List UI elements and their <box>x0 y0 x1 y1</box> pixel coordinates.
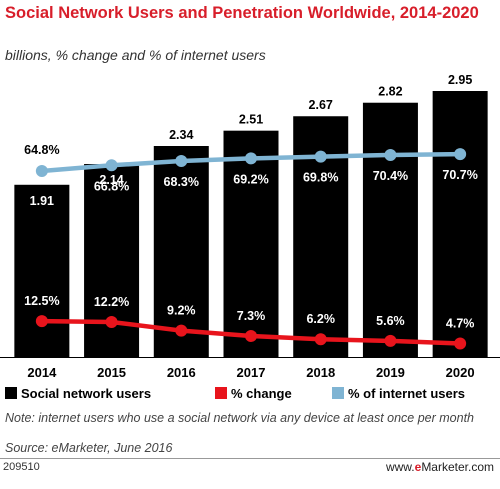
bar-label-2018: 2.67 <box>309 98 333 112</box>
legend-item-change: % change <box>215 386 292 401</box>
chart-id: 209510 <box>3 461 40 473</box>
penetration-label-2017: 69.2% <box>233 172 268 186</box>
x-tick-2016: 2016 <box>167 365 196 380</box>
legend-label-users: Social network users <box>21 386 152 401</box>
change-point-2019 <box>384 334 397 347</box>
bar-label-2015: 2.14 <box>99 173 123 187</box>
penetration-label-2018: 69.8% <box>303 171 338 185</box>
brand-suffix: Marketer.com <box>421 460 494 474</box>
brand-logo: www.eMarketer.com <box>386 460 494 474</box>
change-point-2015 <box>105 315 118 328</box>
bar-label-2014: 1.91 <box>30 194 54 208</box>
penetration-label-2020: 70.7% <box>442 168 477 182</box>
bar-label-2019: 2.82 <box>378 85 402 99</box>
bar-label-2020: 2.95 <box>448 73 472 87</box>
change-label-2020: 4.7% <box>446 317 475 331</box>
penetration-point-2020 <box>454 148 467 161</box>
legend-label-penetration: % of internet users <box>348 386 466 401</box>
change-point-2018 <box>314 333 327 346</box>
chart-subtitle: billions, % change and % of internet use… <box>5 47 266 63</box>
penetration-point-2018 <box>314 150 327 163</box>
bar-2019 <box>362 102 418 357</box>
brand-mark: e <box>414 460 422 474</box>
x-tick-2019: 2019 <box>376 365 405 380</box>
penetration-label-2019: 70.4% <box>373 169 408 183</box>
change-label-2017: 7.3% <box>237 309 266 323</box>
bar-label-2016: 2.34 <box>169 128 193 142</box>
chart-note: Note: internet users who use a social ne… <box>5 411 475 425</box>
x-tick-2018: 2018 <box>306 365 335 380</box>
bar-2020 <box>432 91 488 357</box>
legend-swatch-penetration <box>332 387 344 399</box>
legend-item-users: Social network users <box>5 386 151 401</box>
legend-swatch-users <box>5 387 17 399</box>
change-point-2016 <box>175 324 188 337</box>
legend-item-penetration: % of internet users <box>332 386 465 401</box>
footer-divider <box>0 458 500 459</box>
chart-title: Social Network Users and Penetration Wor… <box>5 4 479 22</box>
bar-2014 <box>14 184 70 357</box>
bar-label-2017: 2.51 <box>239 113 263 127</box>
change-label-2016: 9.2% <box>167 304 196 318</box>
penetration-point-2019 <box>384 148 397 161</box>
brand-prefix: www. <box>385 460 415 474</box>
change-label-2018: 6.2% <box>306 312 335 326</box>
x-tick-2015: 2015 <box>97 365 126 380</box>
change-point-2020 <box>454 337 467 350</box>
change-point-2017 <box>245 330 257 343</box>
combo-chart: 1.91 2.14 2.34 2.51 2.67 2.82 2.95 64.8% 66.8% 68… <box>0 73 500 380</box>
penetration-label-2016: 68.3% <box>164 175 199 189</box>
bar-2016 <box>153 146 209 357</box>
penetration-point-2015 <box>105 159 118 172</box>
legend: Social network users % change % of inter… <box>5 383 497 405</box>
change-point-2014 <box>35 315 48 328</box>
chart-source: Source: eMarketer, June 2016 <box>5 441 173 455</box>
change-label-2014: 12.5% <box>24 294 59 308</box>
penetration-point-2014 <box>35 165 48 178</box>
bar-2017 <box>223 130 279 357</box>
legend-swatch-change <box>215 387 227 399</box>
legend-label-change: % change <box>231 386 292 401</box>
change-label-2019: 5.6% <box>376 314 405 328</box>
penetration-point-2016 <box>175 154 188 167</box>
penetration-point-2017 <box>245 152 257 165</box>
penetration-label-2015: 66.8% <box>94 179 129 193</box>
x-tick-2014: 2014 <box>27 365 57 380</box>
penetration-label-2014: 64.8% <box>24 143 59 157</box>
x-tick-2020: 2020 <box>446 365 475 380</box>
change-label-2015: 12.2% <box>94 295 129 309</box>
x-tick-2017: 2017 <box>237 365 266 380</box>
